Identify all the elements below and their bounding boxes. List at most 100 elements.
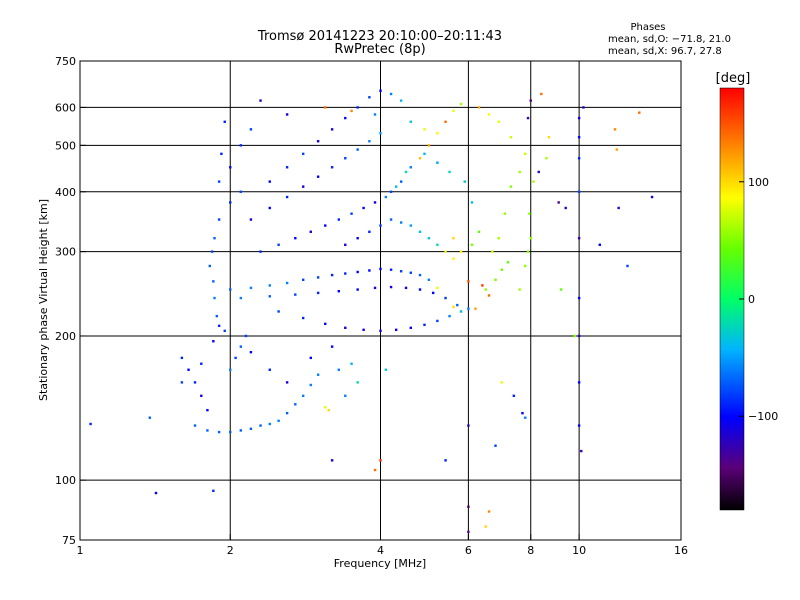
data-point — [229, 368, 232, 371]
data-point — [344, 326, 347, 330]
data-point — [409, 166, 412, 169]
data-point — [491, 250, 494, 253]
data-point — [615, 148, 619, 151]
data-point — [213, 236, 216, 240]
data-point — [474, 307, 477, 310]
data-point — [324, 106, 327, 109]
data-point — [268, 180, 271, 183]
data-point — [285, 195, 289, 199]
data-point — [200, 362, 203, 365]
data-point — [540, 92, 543, 96]
data-point — [187, 368, 190, 371]
data-point — [294, 236, 297, 240]
data-point — [210, 250, 214, 253]
data-point — [497, 236, 500, 240]
data-point — [452, 257, 455, 260]
y-tick-label: 500 — [55, 139, 76, 152]
data-point — [409, 271, 412, 274]
data-point — [524, 264, 527, 268]
y-tick-label: 300 — [55, 246, 76, 259]
data-point — [512, 394, 516, 398]
data-point — [285, 411, 289, 415]
data-point — [309, 383, 312, 387]
data-point — [423, 152, 426, 156]
data-point — [206, 429, 209, 432]
data-point — [217, 324, 221, 328]
data-point — [229, 166, 232, 169]
data-point — [418, 230, 422, 233]
data-point — [344, 272, 347, 275]
data-point — [577, 424, 581, 427]
data-point — [316, 175, 320, 178]
data-point — [444, 459, 447, 462]
data-point — [285, 281, 289, 285]
data-point — [452, 109, 455, 113]
data-point — [638, 111, 641, 114]
data-point — [379, 459, 382, 462]
data-point — [399, 270, 403, 273]
data-point — [229, 201, 232, 204]
data-point — [337, 218, 341, 221]
x-tick-label: 2 — [227, 544, 234, 557]
data-point — [418, 288, 422, 291]
data-point — [373, 201, 377, 204]
data-point — [389, 190, 393, 193]
data-point — [547, 135, 551, 139]
data-point — [268, 206, 271, 210]
data-point — [206, 408, 209, 412]
data-point — [154, 491, 158, 495]
data-point — [497, 120, 500, 123]
data-point — [330, 128, 334, 131]
data-point — [239, 190, 243, 193]
x-tick-label: 1 — [77, 544, 84, 557]
data-point — [418, 157, 422, 160]
data-point — [577, 190, 581, 193]
data-point — [344, 157, 347, 160]
data-point — [529, 236, 532, 240]
data-point — [324, 224, 327, 227]
data-point — [577, 135, 581, 139]
data-point — [506, 261, 510, 264]
data-point — [259, 424, 262, 427]
data-point — [344, 116, 347, 120]
data-point — [301, 278, 305, 281]
data-point — [463, 180, 466, 183]
data-point — [285, 381, 289, 384]
data-point — [229, 430, 232, 434]
data-point — [456, 303, 459, 307]
data-point — [389, 92, 393, 96]
data-point — [316, 373, 320, 376]
data-point — [559, 288, 563, 291]
data-point — [487, 510, 491, 513]
data-point — [356, 148, 359, 151]
x-tick-label: 10 — [572, 544, 586, 557]
data-point — [448, 314, 451, 318]
data-point — [368, 96, 371, 99]
data-point — [404, 286, 408, 290]
stats-line-o: mean, sd,O: −71.8, 21.0 — [608, 34, 731, 45]
data-point — [316, 291, 320, 295]
data-point — [448, 170, 451, 174]
data-point — [217, 180, 221, 183]
data-point — [294, 293, 297, 296]
data-point — [518, 288, 521, 291]
data-point — [213, 296, 216, 300]
data-point — [301, 394, 305, 398]
data-point — [330, 459, 334, 462]
data-point — [362, 206, 365, 210]
data-point — [180, 381, 184, 384]
data-point — [427, 236, 431, 240]
data-point — [301, 185, 305, 188]
data-point — [268, 422, 271, 426]
data-point — [379, 132, 382, 135]
data-point — [89, 422, 92, 426]
data-point — [217, 218, 221, 221]
data-point — [389, 268, 393, 271]
data-point — [244, 334, 248, 338]
data-point — [613, 128, 617, 131]
data-point — [268, 295, 271, 298]
data-point — [330, 273, 334, 277]
data-point — [259, 99, 262, 102]
colorbar-tick-label: −100 — [748, 410, 778, 423]
